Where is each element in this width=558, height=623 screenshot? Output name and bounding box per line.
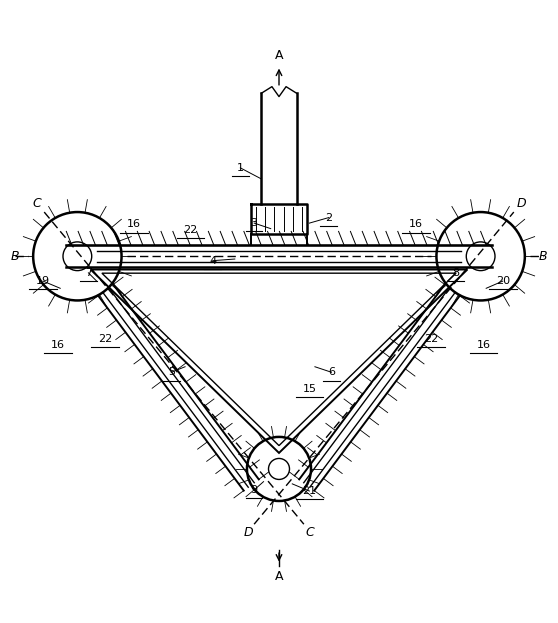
Text: C: C (305, 526, 314, 539)
Text: 15: 15 (302, 384, 316, 394)
Text: 16: 16 (409, 219, 423, 229)
Text: B: B (539, 250, 547, 263)
Text: B: B (11, 250, 19, 263)
Text: 16: 16 (127, 219, 141, 229)
Text: 2: 2 (325, 212, 332, 222)
Text: 8: 8 (452, 268, 459, 278)
Text: 22: 22 (184, 225, 198, 235)
Text: A: A (275, 49, 283, 62)
Text: 6: 6 (328, 368, 335, 378)
Text: 19: 19 (36, 276, 50, 286)
Text: 21: 21 (302, 486, 316, 496)
Text: 16: 16 (477, 340, 490, 350)
Text: D: D (244, 526, 253, 539)
Text: 20: 20 (496, 276, 510, 286)
Text: 16: 16 (51, 340, 65, 350)
Text: 1: 1 (237, 163, 244, 173)
Text: 7: 7 (85, 268, 92, 278)
Text: 5: 5 (168, 368, 175, 378)
Text: 4: 4 (209, 255, 217, 265)
Text: 22: 22 (424, 334, 438, 344)
Text: C: C (33, 197, 41, 211)
Text: 22: 22 (98, 334, 112, 344)
Text: D: D (516, 197, 526, 211)
Text: A: A (275, 570, 283, 583)
Text: 9: 9 (251, 485, 258, 495)
Text: 3: 3 (251, 218, 258, 228)
